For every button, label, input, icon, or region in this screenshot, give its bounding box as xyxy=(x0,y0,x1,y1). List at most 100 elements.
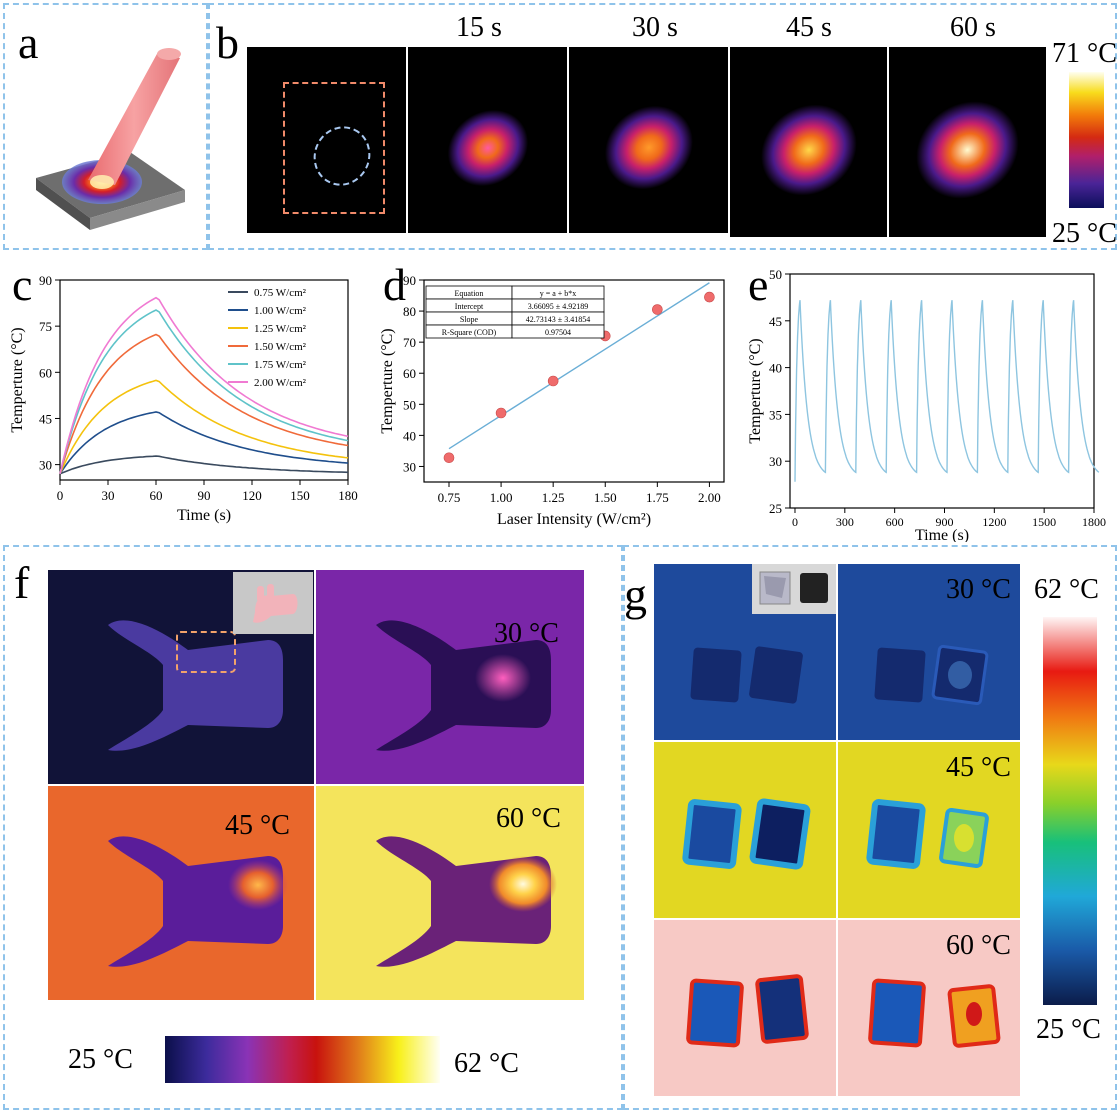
x-tick-label: 2.00 xyxy=(698,490,721,505)
patch-label-45c: 45 °C xyxy=(946,752,1011,783)
y-axis-label: Temperture (°C) xyxy=(379,328,396,433)
hand-silhouettes xyxy=(108,620,557,967)
colorbar-f xyxy=(165,1036,440,1083)
panel-b-frame xyxy=(208,3,1117,250)
table-value: 42.73143 ± 3.41854 xyxy=(526,315,590,324)
data-point xyxy=(652,304,663,315)
legend-label: 1.75 W/cm² xyxy=(254,359,307,371)
scale-b-min: 25 °C xyxy=(1052,218,1117,249)
laser-illustration xyxy=(36,48,185,230)
scale-f-max: 62 °C xyxy=(454,1048,519,1079)
x-tick-label: 1200 xyxy=(982,515,1006,529)
legend-label: 2.00 W/cm² xyxy=(254,377,307,389)
x-tick-label: 900 xyxy=(935,515,953,529)
x-tick-label: 0 xyxy=(792,515,798,529)
x-tick-label: 1800 xyxy=(1082,515,1106,529)
legend-label: 1.50 W/cm² xyxy=(254,341,307,353)
y-tick-label: 75 xyxy=(39,319,52,334)
patch-image-45c-b xyxy=(838,742,1020,918)
hand-label-60c: 60 °C xyxy=(496,803,561,834)
thermal-frame-0s xyxy=(247,47,406,233)
table-value: y = a + b*x xyxy=(540,289,577,298)
y-tick-label: 30 xyxy=(39,458,52,473)
x-axis-label: Time (s) xyxy=(177,507,231,524)
fit-line xyxy=(448,282,710,450)
panel-label-d: d xyxy=(383,259,406,310)
panel-label-f: f xyxy=(14,557,30,608)
y-tick-label: 50 xyxy=(769,267,782,282)
hand-label-45c: 45 °C xyxy=(225,810,290,841)
x-axis-label: Time (s) xyxy=(915,527,969,542)
x-tick-label: 90 xyxy=(198,488,211,503)
cycle-line xyxy=(794,300,1100,482)
y-tick-label: 35 xyxy=(769,407,782,422)
series-line xyxy=(59,379,349,475)
y-tick-label: 45 xyxy=(769,314,782,329)
y-tick-label: 30 xyxy=(769,454,782,469)
x-tick-label: 120 xyxy=(242,488,262,503)
y-tick-label: 70 xyxy=(403,335,416,350)
table-key: Slope xyxy=(460,315,479,324)
x-tick-label: 0.75 xyxy=(438,490,461,505)
hand-photo-inset xyxy=(233,572,313,634)
y-axis-label: Temperture (°C) xyxy=(747,338,764,443)
colorbar-g xyxy=(1043,617,1097,1005)
panel-label-g: g xyxy=(624,569,647,620)
y-tick-label: 60 xyxy=(403,366,416,381)
series-line xyxy=(59,411,349,475)
table-key: R-Square (COD) xyxy=(442,328,497,337)
plot-frame xyxy=(423,279,725,483)
y-axis-label: Temperture (°C) xyxy=(9,327,26,432)
table-value: 3.66095 ± 4.92189 xyxy=(528,302,588,311)
time-label-45s: 45 s xyxy=(786,12,832,43)
x-tick-label: 180 xyxy=(338,488,358,503)
cycling-chart: 0 300 600 900 1200 1500 1800 25 30 35 40 45 50 Time (… xyxy=(747,267,1106,542)
y-tick-label: 60 xyxy=(39,365,52,380)
y-tick-label: 90 xyxy=(403,273,416,288)
table-cell xyxy=(511,324,605,339)
y-tick-label: 80 xyxy=(403,304,416,319)
x-tick-label: 1.75 xyxy=(646,490,669,505)
panel-f-frame xyxy=(3,545,623,1110)
heating-curves-chart: 0 30 60 90 120 150 180 30 45 60 75 90 Time (s) Temper… xyxy=(9,273,358,524)
patch-image-30c xyxy=(838,564,1020,740)
hand-roi-box xyxy=(176,631,236,673)
x-tick-label: 1500 xyxy=(1032,515,1056,529)
plot-frame xyxy=(789,273,1095,509)
x-tick-label: 30 xyxy=(102,488,115,503)
data-point xyxy=(443,452,455,464)
intensity-fit-chart: 0.75 1.00 1.25 1.50 1.75 2.00 30 40 50 60 70 80 90 La… xyxy=(379,273,725,528)
series-line xyxy=(59,296,349,474)
scale-g-max: 62 °C xyxy=(1034,574,1099,605)
hand-label-30c: 30 °C xyxy=(494,618,559,649)
series-line xyxy=(59,309,349,474)
panel-label-b: b xyxy=(216,17,239,68)
scale-f-min: 25 °C xyxy=(68,1044,133,1075)
panel-label-e: e xyxy=(748,259,769,310)
scale-b-max: 71 °C xyxy=(1052,38,1117,69)
table-key: Equation xyxy=(455,289,484,298)
series-line xyxy=(59,333,349,475)
legend-label: 1.00 W/cm² xyxy=(254,305,307,317)
time-label-15s: 15 s xyxy=(456,12,502,43)
x-tick-label: 300 xyxy=(836,515,854,529)
y-tick-label: 25 xyxy=(769,501,782,516)
x-tick-label: 0 xyxy=(57,488,64,503)
y-tick-label: 30 xyxy=(403,459,416,474)
panel-label-c: c xyxy=(12,259,33,310)
region-of-interest-box xyxy=(283,82,385,214)
panel-a-frame xyxy=(3,3,208,250)
y-tick-label: 40 xyxy=(403,428,416,443)
table-key: Intercept xyxy=(455,302,484,311)
patch-squares xyxy=(682,644,1001,1048)
x-axis-label: Laser Intensity (W/cm²) xyxy=(497,511,651,528)
data-point xyxy=(704,291,715,303)
patch-label-30c: 30 °C xyxy=(946,574,1011,605)
x-tick-label: 1.50 xyxy=(594,490,617,505)
y-tick-label: 50 xyxy=(403,397,416,412)
colorbar-b xyxy=(1069,72,1104,208)
x-tick-label: 1.00 xyxy=(490,490,513,505)
data-point xyxy=(495,407,507,419)
series-line xyxy=(59,455,349,475)
x-tick-label: 150 xyxy=(290,488,310,503)
